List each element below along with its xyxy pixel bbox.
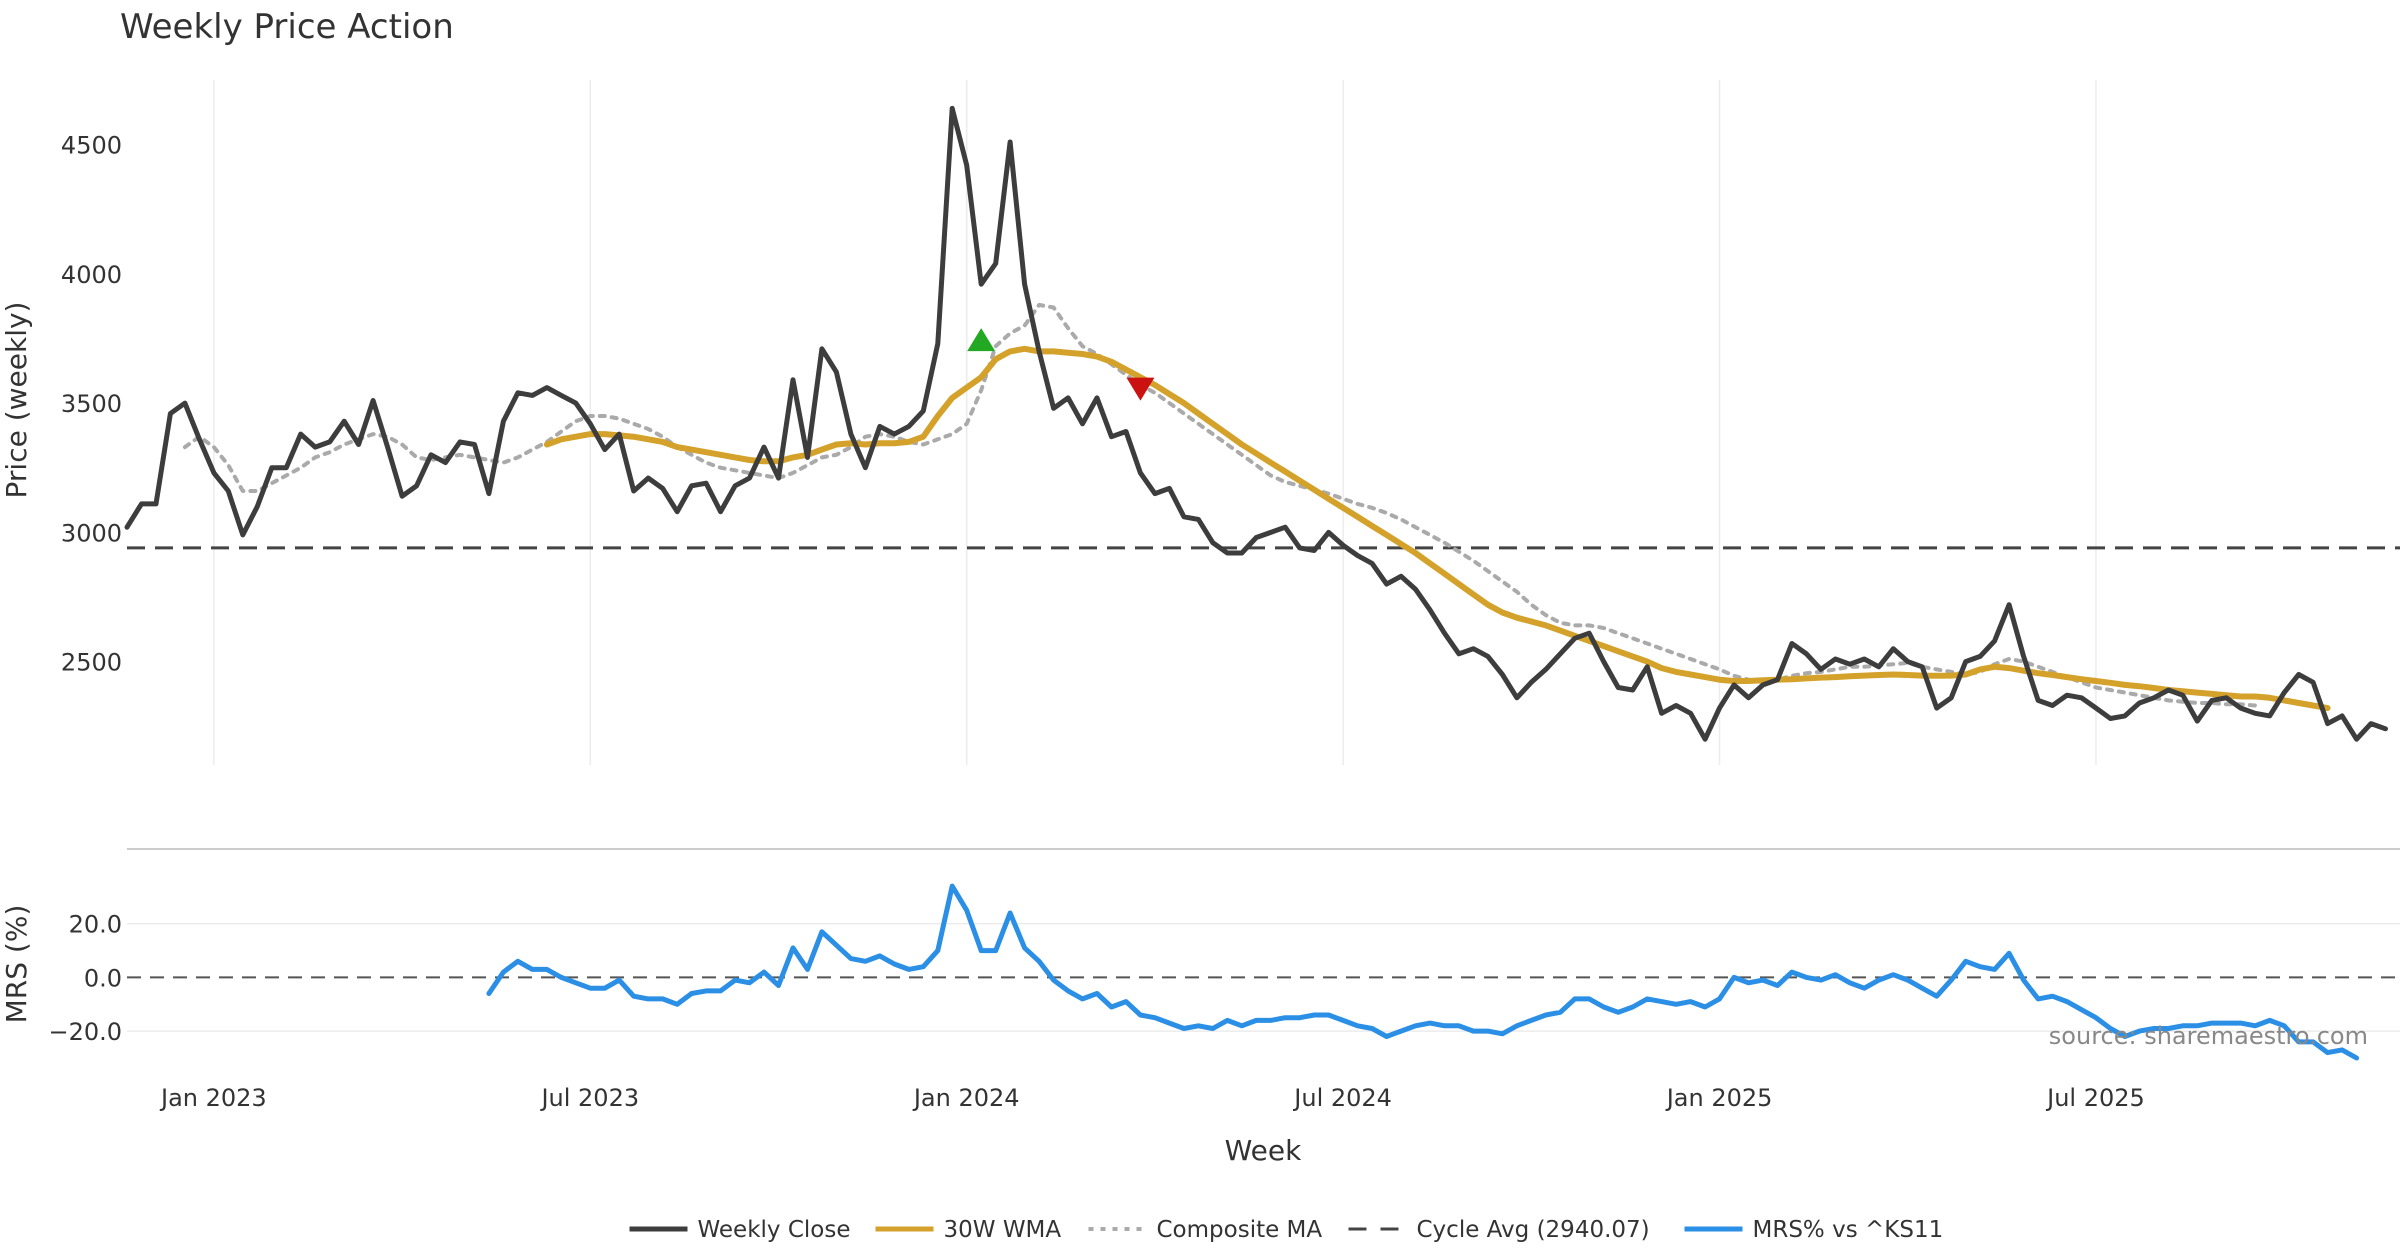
legend-item: Weekly Close [629, 1217, 851, 1243]
legend-label: 30W WMA [944, 1217, 1062, 1243]
price-series [124, 105, 2388, 742]
legend-label: MRS% vs ^KS11 [1753, 1217, 1944, 1243]
legend-item: Cycle Avg (2940.07) [1348, 1217, 1650, 1243]
legend: Weekly Close 30W WMA Composite MA Cycle Avg… [629, 1217, 1944, 1243]
x-tick-label: Jan 2024 [912, 1084, 1020, 1112]
mrs-gridlines [127, 922, 2400, 1032]
x-axis-ticks: Jan 2023 Jul 2023 Jan 2024 Jul 2024 Jan 2025… [159, 1084, 2145, 1112]
price-y-tick-label: 3500 [61, 390, 122, 418]
price-y-axis-label: Price (weekly) [0, 302, 33, 499]
signal-markers [967, 328, 1155, 401]
composite-ma-line [182, 302, 2258, 708]
x-axis-label: Week [1225, 1134, 1302, 1167]
mrs-y-tick-label: −20.0 [48, 1018, 122, 1046]
x-tick-label: Jul 2024 [1292, 1084, 1392, 1112]
price-y-tick-label: 4000 [61, 261, 122, 289]
legend-label: Weekly Close [698, 1217, 851, 1243]
source-note: source: sharemaestro.com [2049, 1022, 2368, 1050]
mrs-line [486, 883, 2360, 1061]
price-y-ticks: 2500 3000 3500 4000 4500 [61, 132, 122, 677]
mrs-y-tick-label: 0.0 [84, 964, 122, 992]
price-y-tick-label: 3000 [61, 519, 122, 547]
weekly-close-line [124, 105, 2388, 742]
x-tick-label: Jul 2023 [539, 1084, 639, 1112]
buy-signal-marker [967, 328, 996, 352]
legend-item: 30W WMA [875, 1217, 1062, 1243]
sell-signal-marker [1126, 377, 1155, 401]
price-y-tick-label: 4500 [61, 132, 122, 160]
legend-item: MRS% vs ^KS11 [1684, 1217, 1944, 1243]
mrs-y-axis-label: MRS (%) [0, 905, 33, 1024]
mrs-y-tick-label: 20.0 [69, 911, 122, 939]
x-tick-label: Jan 2025 [1665, 1084, 1773, 1112]
mrs-y-ticks: −20.0 0.0 20.0 [48, 911, 122, 1046]
price-y-tick-label: 2500 [61, 649, 122, 677]
x-tick-label: Jan 2023 [159, 1084, 267, 1112]
legend-label: Cycle Avg (2940.07) [1417, 1217, 1650, 1243]
mrs-series [486, 883, 2360, 1061]
x-tick-label: Jul 2025 [2045, 1084, 2145, 1112]
legend-item: Composite MA [1088, 1217, 1323, 1243]
chart-title: Weekly Price Action [120, 7, 454, 47]
legend-label: Composite MA [1157, 1217, 1323, 1243]
